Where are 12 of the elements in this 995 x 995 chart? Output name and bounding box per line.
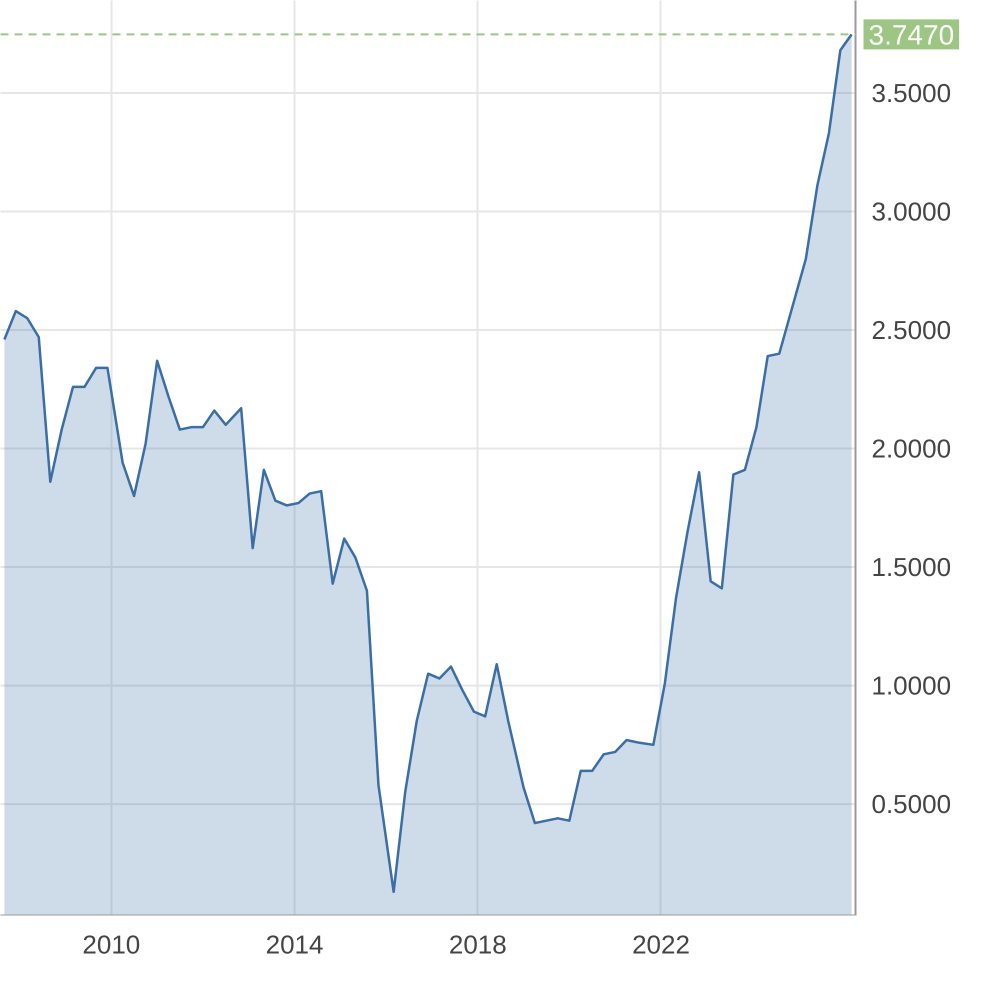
- x-tick-label: 2022: [632, 930, 690, 960]
- y-tick-label: 3.5000: [872, 78, 952, 108]
- x-tick-label: 2014: [266, 930, 324, 960]
- y-tick-label: 2.0000: [872, 434, 952, 464]
- ref-line-label: 3.7470: [868, 19, 954, 50]
- y-tick-label: 3.0000: [872, 196, 952, 226]
- x-tick-label: 2018: [448, 930, 507, 960]
- y-tick-label: 1.0000: [872, 670, 952, 701]
- y-tick-label: 2.5000: [872, 314, 952, 345]
- y-tick-label: 0.5000: [872, 789, 952, 820]
- x-tick-label: 2010: [82, 930, 140, 960]
- y-tick-label: 1.5000: [872, 552, 952, 582]
